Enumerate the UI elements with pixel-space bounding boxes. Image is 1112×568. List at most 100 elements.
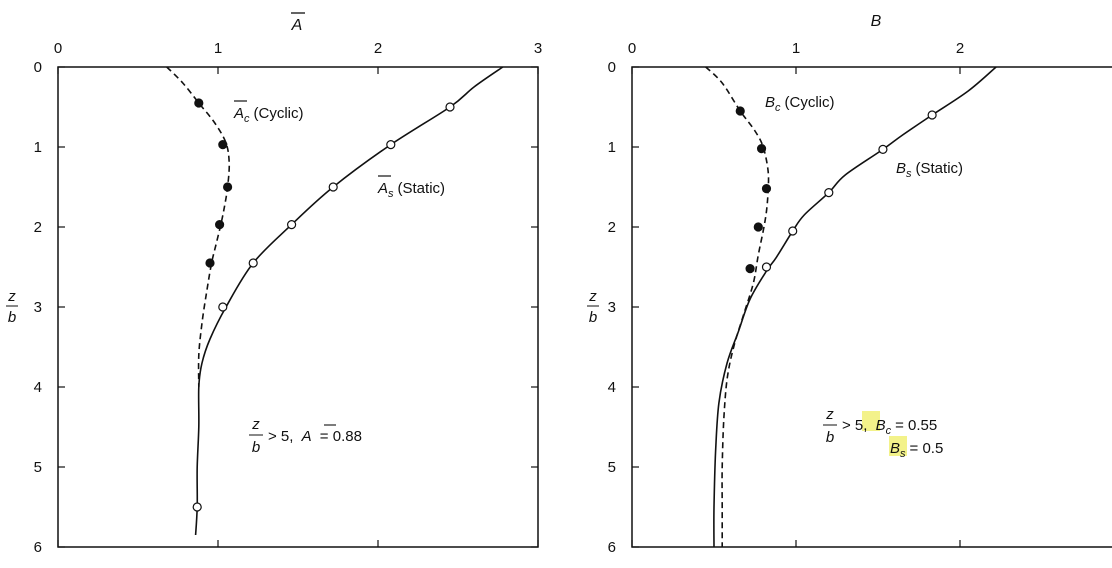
chart-b-ylabel-den: b (589, 309, 597, 326)
svg-text:Bs(Static): Bs (Static) (896, 160, 963, 180)
svg-text:Bc(Cyclic): Bc (Cyclic) (765, 94, 835, 114)
svg-text:Bs= 0.5: Bs = 0.5 (890, 440, 943, 460)
chart-a-series-static-line (194, 66, 504, 536)
chart-a-annot-den: b (252, 439, 260, 456)
chart-a-ylabel-num: z (7, 288, 16, 305)
chart-b-series-cyclic-point-3 (753, 222, 763, 232)
svg-text:As(Static): As (Static) (377, 180, 445, 200)
chart-b-x-tick-label-1: 1 (792, 40, 800, 57)
chart-a-y-tick-label-0: 0 (34, 59, 42, 76)
chart-b-annot-var2: B (890, 440, 900, 457)
chart-b-x-tick-label-2: 2 (956, 40, 964, 57)
svg-text:> 5, A = 0.88: > 5, A = 0.88 (268, 428, 362, 445)
chart-b-static-sub: s (906, 168, 912, 180)
chart-b-plot-frame (631, 66, 1112, 548)
chart-a-x-tick-label-3: 3 (534, 40, 542, 57)
chart-b-cyclic-label: Bc (Cyclic) (765, 94, 835, 114)
svg-text:Ac(Cyclic): Ac (Cyclic) (233, 105, 304, 125)
chart-a-series-static-point-6 (192, 502, 202, 512)
chart-b-series (705, 66, 997, 548)
chart-b-y-tick-label-5: 5 (608, 459, 616, 476)
chart-b-annot-sub1: c (886, 425, 892, 437)
chart-a-annot-value: = 0.88 (320, 428, 362, 445)
chart-b-y-tick-label-3: 3 (608, 299, 616, 316)
chart-b-highlight-2 (889, 436, 907, 456)
chart-a-series (166, 66, 504, 536)
chart-b-annot-sub2: s (900, 448, 906, 460)
chart-a-annot-text: > 5, (268, 428, 293, 445)
chart-a-cyclic-label: Ac (Cyclic) (233, 100, 304, 125)
chart-b-highlight-1 (862, 411, 880, 431)
chart-b-y-tick-label-2: 2 (608, 219, 616, 236)
chart-a-plot-frame (57, 66, 539, 548)
chart-b-annot-value2: = 0.5 (910, 440, 944, 457)
chart-b-series-static-point-3 (788, 226, 798, 236)
chart-a-annot-var: A (301, 428, 312, 445)
chart-b-y-axis-label: z b (587, 288, 599, 326)
chart-b-annot-num: z (825, 406, 834, 423)
chart-b-y-ticks: 0 1 2 3 4 5 6 (608, 59, 639, 556)
chart-b-series-static-point-2 (824, 188, 834, 198)
chart-b-y-tick-label-4: 4 (608, 379, 616, 396)
chart-a-static-var: A (377, 180, 388, 197)
chart-b-cyclic-text: (Cyclic) (785, 94, 835, 111)
chart-a-y-axis-label: z b (6, 288, 18, 326)
chart-a-x-tick-label-1: 1 (214, 40, 222, 57)
chart-b-annot-var1: B (876, 417, 886, 434)
chart-a-cyclic-var: A (233, 105, 244, 122)
chart-a-y-tick-label-5: 5 (34, 459, 42, 476)
chart-a-y-tick-label-6: 6 (34, 539, 42, 556)
chart-b-annot-den: b (826, 429, 834, 446)
chart-b-series-static-line (713, 66, 997, 548)
chart-b-static-label: Bs (Static) (896, 160, 963, 180)
chart-a-x-tick-label-0: 0 (54, 40, 62, 57)
chart-a-series-static-point-1 (386, 140, 396, 150)
chart-b-y-tick-label-0: 0 (608, 59, 616, 76)
chart-a-x-ticks: 0 1 2 3 (54, 40, 542, 547)
chart-b-series-cyclic-line (705, 66, 770, 547)
chart-a-series-static-point-5 (218, 302, 228, 312)
chart-b-cyclic-var: B (765, 94, 775, 111)
chart-b-cyclic-sub: c (775, 102, 781, 114)
chart-a-series-static-point-0 (445, 102, 455, 112)
chart-a-y-tick-label-4: 4 (34, 379, 42, 396)
chart-b-series-cyclic-point-2 (761, 184, 772, 194)
chart-b-series-cyclic-point-0 (735, 106, 745, 116)
chart-b-static-var: B (896, 160, 906, 177)
chart-a-series-cyclic-point-3 (215, 220, 225, 230)
chart-a-series-cyclic-point-2 (223, 182, 233, 192)
chart-b-annot-text: > 5, (842, 417, 867, 434)
chart-a-ylabel-den: b (8, 309, 16, 326)
chart-a-y-tick-label-1: 1 (34, 139, 42, 156)
chart-a-y-ticks: 0 1 2 3 4 5 6 (34, 59, 538, 556)
chart-b-static-text: (Static) (916, 160, 964, 177)
chart-b-y-tick-label-1: 1 (608, 139, 616, 156)
chart-b-series-static-point-4 (761, 262, 772, 272)
chart-a-y-tick-label-3: 3 (34, 299, 42, 316)
chart-a-series-cyclic-point-1 (218, 140, 228, 150)
chart-a-annotation: z b > 5, A = 0.88 (249, 416, 362, 456)
chart-a-x-tick-label-2: 2 (374, 40, 382, 57)
chart-b-series-cyclic-point-4 (745, 264, 755, 274)
chart-b-ylabel-num: z (588, 288, 597, 305)
chart-a-cyclic-sub: c (244, 113, 250, 125)
chart-b-x-tick-label-0: 0 (628, 40, 636, 57)
chart-a-series-static-point-4 (248, 258, 258, 268)
chart-b-series-static-point-0 (927, 110, 937, 120)
chart-a-coefficient: A 0 1 2 3 0 1 2 3 4 5 6 z b Ac (Cyclic) As (Static)… (6, 12, 542, 556)
chart-a-annot-num: z (251, 416, 260, 433)
chart-a-series-cyclic-point-0 (194, 98, 204, 108)
chart-a-series-cyclic-point-4 (205, 258, 215, 268)
chart-a-static-text: (Static) (398, 180, 446, 197)
chart-b-title: B (871, 13, 882, 30)
chart-a-static-sub: s (388, 188, 394, 200)
chart-a-title: A (291, 17, 303, 34)
chart-b-coefficient: B 0 1 2 3 0 1 2 3 4 5 6 z b Bc (Cyclic) Bs (Static)… (587, 13, 1112, 556)
chart-a-static-label: As (Static) (377, 175, 445, 200)
chart-b-y-tick-label-6: 6 (608, 539, 616, 556)
chart-b-annotation: z b > 5, Bc = 0.55 Bs = 0.5 (823, 406, 943, 460)
chart-b-series-static-point-1 (878, 144, 888, 154)
chart-b-series-cyclic-point-1 (756, 144, 767, 154)
